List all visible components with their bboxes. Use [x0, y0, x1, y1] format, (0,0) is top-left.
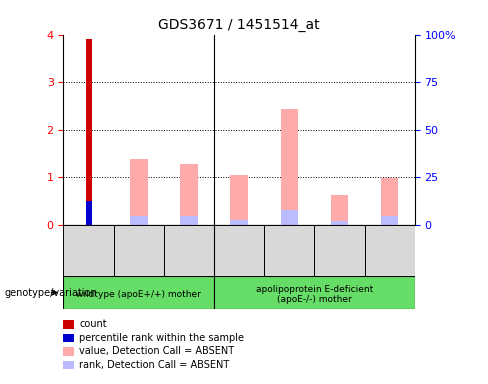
Bar [130, 216, 147, 225]
Bar [214, 225, 264, 276]
Text: wildtype (apoE+/+) mother: wildtype (apoE+/+) mother [76, 290, 201, 299]
Text: value, Detection Call = ABSENT: value, Detection Call = ABSENT [79, 346, 234, 356]
Bar [281, 210, 298, 225]
Bar [130, 159, 147, 225]
Bar [365, 225, 415, 276]
Bar [63, 225, 114, 276]
Text: genotype/variation: genotype/variation [5, 288, 98, 298]
Bar [230, 175, 248, 225]
Bar [331, 221, 348, 225]
Bar [214, 276, 415, 309]
Bar [281, 109, 298, 225]
Bar [381, 178, 399, 225]
Bar [331, 195, 348, 225]
Bar [85, 201, 92, 225]
Bar [264, 225, 314, 276]
Bar [381, 216, 399, 225]
Bar [114, 225, 164, 276]
Text: percentile rank within the sample: percentile rank within the sample [79, 333, 244, 343]
Bar [180, 164, 198, 225]
Bar [85, 39, 92, 225]
Bar [230, 220, 248, 225]
Text: count: count [79, 319, 107, 329]
Title: GDS3671 / 1451514_at: GDS3671 / 1451514_at [158, 18, 320, 32]
Bar [314, 225, 365, 276]
Bar [63, 276, 214, 309]
Bar [180, 216, 198, 225]
Bar [164, 225, 214, 276]
Text: apolipoprotein E-deficient
(apoE-/-) mother: apolipoprotein E-deficient (apoE-/-) mot… [256, 285, 373, 304]
Text: rank, Detection Call = ABSENT: rank, Detection Call = ABSENT [79, 360, 229, 370]
